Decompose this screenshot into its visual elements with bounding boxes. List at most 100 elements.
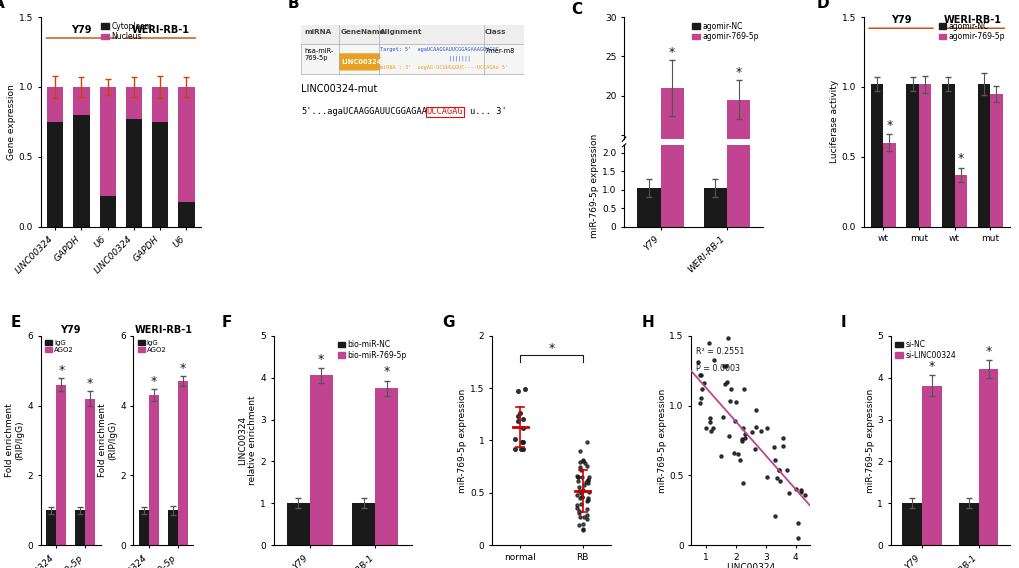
Bar: [47, 122, 63, 227]
Point: [580, 473, 596, 482]
Point: [792, 485, 808, 494]
Point: [691, 371, 707, 380]
Point: [787, 485, 803, 494]
Text: GeneName: GeneName: [339, 28, 384, 35]
Point: [573, 493, 589, 502]
Text: *: *: [984, 345, 990, 358]
Y-axis label: Luciferase activity: Luciferase activity: [829, 80, 838, 164]
Point: [718, 377, 735, 386]
Text: miRNA: miRNA: [305, 28, 331, 35]
Legend: si-NC, si-LINC00324: si-NC, si-LINC00324: [894, 340, 956, 361]
Text: *: *: [735, 66, 741, 79]
Y-axis label: miR-769-5p expression: miR-769-5p expression: [865, 389, 873, 492]
Point: [515, 444, 531, 453]
Point: [576, 512, 592, 521]
Bar: [100, 196, 116, 227]
Bar: [637, 245, 660, 253]
Point: [571, 513, 587, 522]
Point: [578, 514, 594, 523]
Text: *: *: [383, 365, 389, 378]
Point: [575, 525, 591, 534]
Point: [515, 437, 531, 446]
Text: hsa-miR-
769-5p: hsa-miR- 769-5p: [305, 48, 333, 61]
Text: R² = 0.2551: R² = 0.2551: [695, 347, 744, 356]
Text: *: *: [668, 47, 675, 60]
Text: 5'...agaUCAAGGAUUCGGAGAA: 5'...agaUCAAGGAUUCGGAGAA: [301, 107, 427, 116]
Bar: [375, 388, 398, 545]
Point: [790, 533, 806, 542]
Point: [737, 434, 753, 443]
Point: [727, 398, 743, 407]
Bar: [85, 399, 95, 545]
Bar: [977, 369, 998, 545]
Point: [692, 370, 708, 379]
Point: [765, 512, 782, 521]
Text: *: *: [548, 343, 554, 356]
Point: [574, 524, 590, 533]
Point: [705, 356, 721, 365]
Bar: [353, 503, 375, 545]
Point: [515, 415, 531, 424]
Point: [779, 466, 795, 475]
Point: [719, 334, 736, 343]
Bar: [149, 395, 159, 545]
Bar: [152, 87, 168, 122]
Point: [720, 397, 737, 406]
Point: [743, 428, 759, 437]
Point: [514, 437, 530, 446]
Bar: [942, 84, 954, 227]
Point: [701, 417, 717, 427]
Bar: [727, 100, 749, 253]
Point: [770, 466, 787, 475]
Bar: [310, 375, 332, 545]
Point: [735, 479, 751, 488]
Bar: [906, 84, 918, 227]
Bar: [882, 143, 895, 227]
Point: [574, 456, 590, 465]
Text: LINC00324-mut: LINC00324-mut: [301, 84, 377, 94]
Text: WERI-RB-1: WERI-RB-1: [131, 25, 190, 35]
Y-axis label: Fold enrichment
(RIP/IgG): Fold enrichment (RIP/IgG): [98, 404, 117, 477]
Text: Alignment: Alignment: [380, 28, 422, 35]
Point: [579, 478, 595, 487]
Point: [510, 412, 526, 421]
Point: [573, 492, 589, 502]
Bar: [286, 503, 310, 545]
Point: [574, 485, 590, 494]
Bar: [703, 245, 727, 253]
Text: F: F: [221, 315, 231, 329]
Point: [570, 473, 586, 482]
Point: [569, 501, 585, 510]
Text: Class: Class: [484, 28, 505, 35]
Bar: [47, 87, 63, 122]
Point: [580, 487, 596, 496]
Point: [693, 394, 709, 403]
Bar: [139, 510, 149, 545]
Y-axis label: miR-769-5p expression: miR-769-5p expression: [458, 389, 467, 492]
Point: [733, 435, 749, 444]
Point: [513, 444, 529, 453]
Bar: [177, 381, 187, 545]
Point: [695, 379, 711, 388]
Text: C: C: [571, 2, 582, 18]
Point: [727, 416, 743, 425]
Point: [793, 487, 809, 496]
Point: [575, 520, 591, 529]
Point: [700, 339, 716, 348]
Text: G: G: [441, 315, 453, 329]
Text: miRNA : 3'  uogAG-UCUUGGGUC----UCCAGAu 5': miRNA : 3' uogAG-UCUUGGGUC----UCCAGAu 5': [380, 65, 507, 70]
Text: UCCAGAG: UCCAGAG: [426, 107, 463, 116]
Point: [774, 433, 791, 442]
Bar: [921, 386, 941, 545]
Point: [579, 496, 595, 506]
Bar: [152, 122, 168, 227]
Point: [572, 463, 588, 472]
Point: [578, 461, 594, 470]
Legend: IgG, AGO2: IgG, AGO2: [137, 339, 167, 354]
Point: [569, 471, 585, 481]
Point: [568, 491, 584, 500]
Point: [780, 488, 796, 498]
Text: u... 3': u... 3': [470, 107, 506, 116]
Bar: [918, 84, 930, 227]
Point: [796, 491, 812, 500]
